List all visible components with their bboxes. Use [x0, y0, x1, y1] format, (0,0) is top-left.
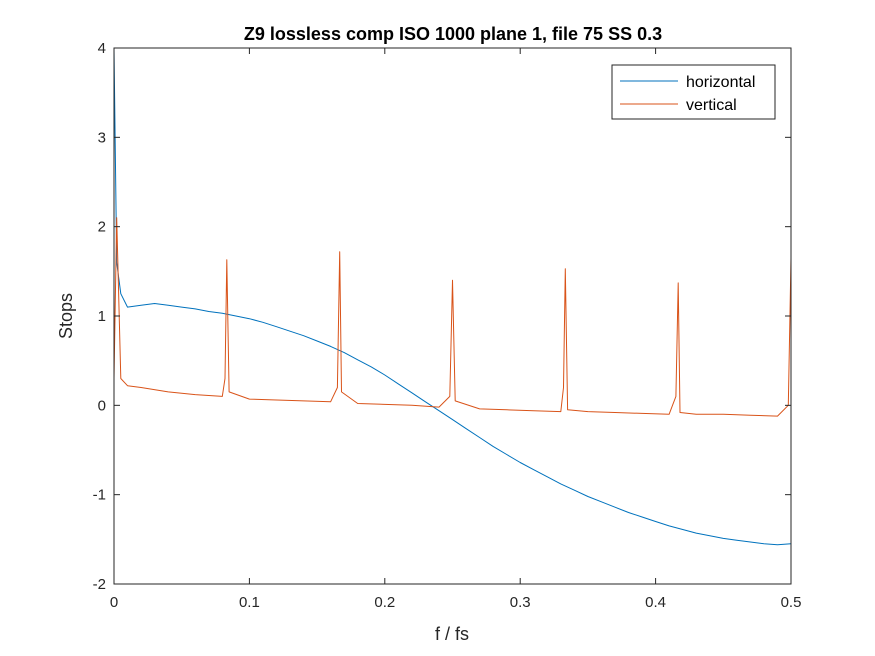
legend-box: [611, 64, 776, 120]
plot-area: 0 0.1 0.2 0.3 0.4 0.5 -2 -1 0 1 2 3 4: [93, 40, 802, 611]
series-line-vertical: [113, 217, 792, 417]
x-tick-label: 0.1: [239, 594, 260, 611]
x-tick-label: 0: [110, 594, 118, 611]
axes-background: [114, 48, 791, 584]
y-tick-label: -2: [93, 576, 106, 593]
series-line-horizontal: [113, 47, 792, 546]
x-tick-label: 0.5: [781, 594, 802, 611]
x-axis-label: f / fs: [435, 624, 469, 644]
y-tick-label: 0: [98, 397, 106, 414]
legend-label-vertical: vertical: [686, 97, 737, 114]
y-tick-label: -1: [93, 487, 106, 504]
y-tick-label: 3: [98, 129, 106, 146]
y-tick-label: 2: [98, 219, 106, 236]
chart-title: Z9 lossless comp ISO 1000 plane 1, file …: [244, 24, 662, 44]
ticks-layer: 0 0.1 0.2 0.3 0.4 0.5 -2 -1 0 1 2 3 4: [93, 40, 802, 611]
x-tick-label: 0.3: [510, 594, 531, 611]
legend: horizontal vertical: [611, 64, 776, 120]
y-tick-label: 4: [98, 40, 106, 57]
x-tick-label: 0.2: [374, 594, 395, 611]
legend-label-horizontal: horizontal: [686, 74, 755, 91]
y-axis-label: Stops: [56, 293, 76, 339]
y-tick-label: 1: [98, 308, 106, 325]
series-layer: [113, 47, 792, 546]
x-tick-label: 0.4: [645, 594, 666, 611]
